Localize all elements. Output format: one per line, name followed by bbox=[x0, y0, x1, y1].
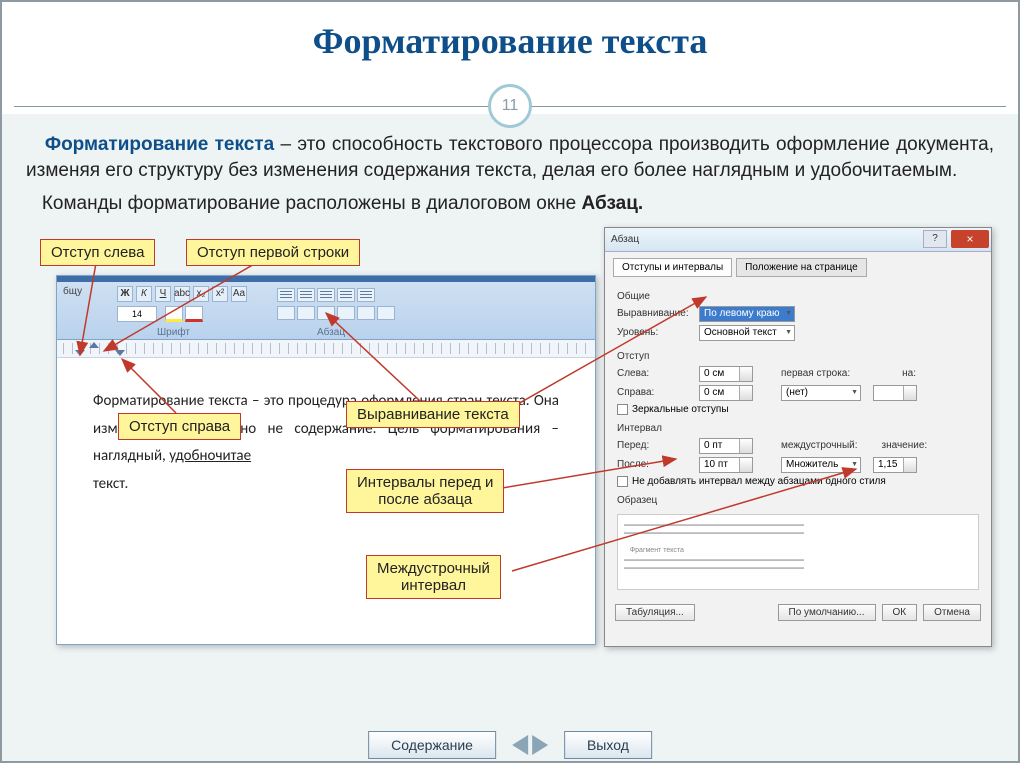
section-indent: Отступ bbox=[617, 351, 979, 362]
highlight-icon[interactable] bbox=[165, 306, 183, 322]
callout-indent-right: Отступ справа bbox=[118, 413, 241, 440]
callout-first-line: Отступ первой строки bbox=[186, 239, 360, 266]
prev-icon[interactable] bbox=[512, 735, 528, 755]
alignment-select[interactable]: По левому краю bbox=[699, 306, 795, 322]
footer-nav: Содержание Выход bbox=[368, 731, 652, 759]
tab-indents[interactable]: Отступы и интервалы bbox=[613, 258, 732, 277]
section-sample: Образец bbox=[617, 495, 979, 506]
ribbon: бщу Ж К Ч abc x₂ x² Aa 14 bbox=[57, 282, 595, 340]
word-window: бщу Ж К Ч abc x₂ x² Aa 14 bbox=[56, 275, 596, 645]
callout-line-spacing: Междустрочный интервал bbox=[366, 555, 501, 599]
linespacing-select[interactable]: Множитель bbox=[781, 457, 861, 473]
page-number-badge: 11 bbox=[488, 84, 532, 128]
paragraph-dialog: Абзац ? × Отступы и интервалы Положение … bbox=[604, 227, 992, 647]
sample-preview: ▬▬▬▬▬▬▬▬▬▬▬▬▬▬▬▬▬▬▬▬▬▬▬▬▬▬▬▬▬▬▬▬▬▬▬▬▬▬▬▬… bbox=[617, 514, 979, 590]
ok-button[interactable]: ОК bbox=[882, 604, 918, 621]
first-line-select[interactable]: (нет) bbox=[781, 385, 861, 401]
nav-arrows bbox=[512, 735, 548, 755]
lbl-level: Уровень: bbox=[617, 327, 693, 338]
section-spacing: Интервал bbox=[617, 423, 979, 434]
commands-paragraph: Команды форматирование расположены в диа… bbox=[26, 191, 994, 217]
align-buttons[interactable] bbox=[277, 306, 395, 320]
group-para-label: Абзац bbox=[317, 327, 345, 338]
list-buttons[interactable] bbox=[277, 288, 375, 302]
header: Форматирование текста bbox=[2, 2, 1018, 68]
dialog-titlebar[interactable]: Абзац ? × bbox=[605, 228, 991, 252]
tab-position[interactable]: Положение на странице bbox=[736, 258, 866, 277]
multiplier-input[interactable]: 1,15 bbox=[873, 457, 917, 473]
callout-align: Выравнивание текста bbox=[346, 401, 520, 428]
lbl-first-line: первая строка: bbox=[781, 368, 850, 379]
first-line-marker[interactable] bbox=[89, 342, 99, 348]
definition-paragraph: Форматирование текста – это способность … bbox=[26, 132, 994, 183]
next-icon[interactable] bbox=[532, 735, 548, 755]
font-color-icon[interactable] bbox=[185, 306, 203, 322]
color-buttons[interactable] bbox=[165, 306, 203, 322]
callout-spacing: Интервалы перед и после абзаца bbox=[346, 469, 504, 513]
content-area: Форматирование текста – это способность … bbox=[2, 114, 1018, 761]
cancel-button[interactable]: Отмена bbox=[923, 604, 981, 621]
help-icon[interactable]: ? bbox=[923, 230, 947, 248]
section-general: Общие bbox=[617, 291, 979, 302]
checkbox-icon[interactable] bbox=[617, 404, 628, 415]
slide: Форматирование текста 11 Форматирование … bbox=[0, 0, 1020, 763]
page-title: Форматирование текста bbox=[2, 20, 1018, 62]
sample-lines: ▬▬▬▬▬▬▬▬▬▬▬▬▬▬▬▬▬▬▬▬▬▬▬▬▬▬▬▬▬▬▬▬▬▬▬▬▬▬▬▬… bbox=[624, 521, 972, 573]
lbl-value: значение: bbox=[882, 440, 928, 451]
hang-indent-marker[interactable] bbox=[115, 350, 125, 356]
exit-button[interactable]: Выход bbox=[564, 731, 652, 759]
dialog-buttons: Табуляция... По умолчанию... ОК Отмена bbox=[605, 598, 991, 627]
ruler[interactable] bbox=[57, 340, 595, 358]
after-input[interactable]: 10 пт bbox=[699, 457, 753, 473]
lbl-linesp: междустрочный: bbox=[781, 440, 858, 451]
lbl-left: Слева: bbox=[617, 368, 693, 379]
indent-right-input[interactable]: 0 см bbox=[699, 385, 753, 401]
sup-icon[interactable]: x² bbox=[212, 286, 228, 302]
dialog-tabs: Отступы и интервалы Положение на страниц… bbox=[605, 252, 991, 277]
first-line-value[interactable] bbox=[873, 385, 917, 401]
bold-icon[interactable]: Ж bbox=[117, 286, 133, 302]
lbl-align: Выравнивание: bbox=[617, 308, 693, 319]
dialog-title-text: Абзац bbox=[611, 234, 639, 245]
level-select[interactable]: Основной текст bbox=[699, 325, 795, 341]
contents-button[interactable]: Содержание bbox=[368, 731, 496, 759]
before-input[interactable]: 0 пт bbox=[699, 438, 753, 454]
sub-icon[interactable]: x₂ bbox=[193, 286, 209, 302]
bold-term: Форматирование текста bbox=[45, 134, 274, 155]
tabs-button[interactable]: Табуляция... bbox=[615, 604, 695, 621]
illustration-area: Отступ слева Отступ первой строки Отступ… bbox=[26, 227, 994, 667]
group-font-label: Шрифт bbox=[157, 327, 190, 338]
tab-fragment: бщу bbox=[63, 286, 82, 297]
underline-icon[interactable]: Ч bbox=[155, 286, 171, 302]
strike-icon[interactable]: abc bbox=[174, 286, 190, 302]
italic-icon[interactable]: К bbox=[136, 286, 152, 302]
lbl-on: на: bbox=[902, 368, 916, 379]
callout-indent-left: Отступ слева bbox=[40, 239, 155, 266]
default-button[interactable]: По умолчанию... bbox=[778, 604, 876, 621]
lbl-before: Перед: bbox=[617, 440, 693, 451]
case-icon[interactable]: Aa bbox=[231, 286, 247, 302]
nosame-checkbox[interactable]: Не добавлять интервал между абзацами одн… bbox=[617, 476, 979, 487]
font-size-box[interactable]: 14 bbox=[117, 306, 157, 322]
mirror-checkbox[interactable]: Зеркальные отступы bbox=[617, 404, 979, 415]
close-icon[interactable]: × bbox=[951, 230, 989, 248]
lbl-right: Справа: bbox=[617, 387, 693, 398]
format-buttons[interactable]: Ж К Ч abc x₂ x² Aa bbox=[117, 286, 247, 302]
indent-left-input[interactable]: 0 см bbox=[699, 366, 753, 382]
checkbox-icon[interactable] bbox=[617, 476, 628, 487]
left-indent-marker[interactable] bbox=[75, 350, 85, 356]
dialog-body: Общие Выравнивание: По левому краю Урове… bbox=[605, 277, 991, 598]
lbl-after: После: bbox=[617, 459, 693, 470]
